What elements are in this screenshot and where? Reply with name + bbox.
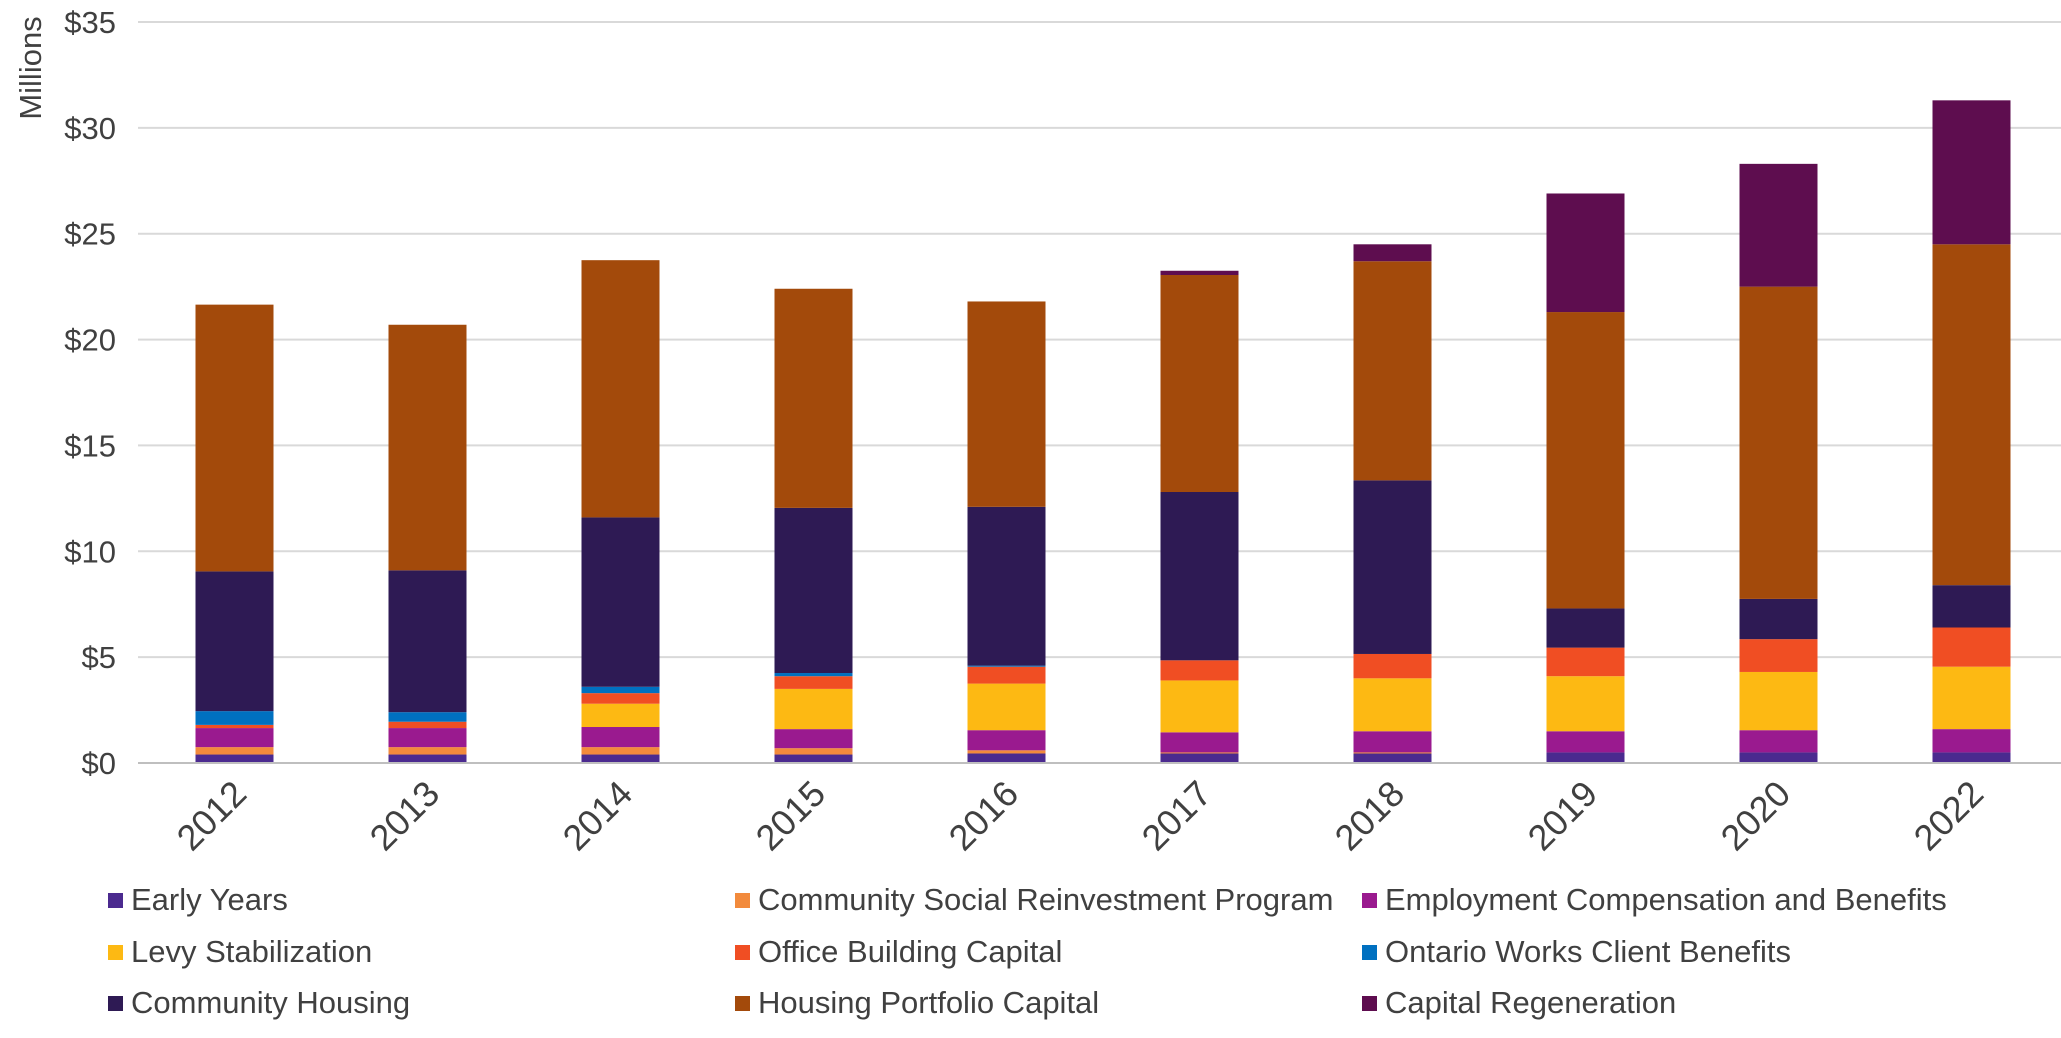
bar-segment bbox=[774, 288, 853, 508]
bar-segment bbox=[967, 506, 1046, 666]
bar-segment bbox=[1739, 639, 1818, 672]
bar-segment bbox=[774, 507, 853, 674]
bar-segment bbox=[1932, 666, 2011, 730]
bar-segment bbox=[1353, 753, 1432, 763]
x-tick-label: 2019 bbox=[1520, 773, 1606, 859]
x-axis-ticks: 2012 2013 2014 2015 2016 2017 2018 2019 2020 2022 bbox=[169, 773, 1992, 859]
bar-segment bbox=[967, 683, 1046, 731]
bar-segment bbox=[1353, 653, 1432, 679]
bar-segment bbox=[967, 750, 1046, 754]
bar-segment bbox=[388, 747, 467, 755]
bar-segment bbox=[1353, 244, 1432, 262]
bar-segment bbox=[195, 724, 274, 729]
bar-segment bbox=[581, 754, 660, 763]
bar-segment bbox=[1160, 274, 1239, 493]
bar-segment bbox=[195, 728, 274, 748]
bar-segment bbox=[1546, 676, 1625, 732]
bar-segment bbox=[388, 712, 467, 722]
bar-segment bbox=[1739, 286, 1818, 599]
bar-segment bbox=[1739, 671, 1818, 731]
bar-segment bbox=[1739, 730, 1818, 753]
bar-segment bbox=[195, 754, 274, 763]
bar-segment bbox=[388, 324, 467, 571]
bar-segment bbox=[581, 260, 660, 518]
x-tick-label: 2012 bbox=[169, 773, 255, 859]
y-tick-label: $30 bbox=[64, 111, 116, 146]
bar-segment bbox=[1932, 729, 2011, 753]
bar-segment bbox=[1546, 608, 1625, 648]
y-tick-label: $35 bbox=[64, 5, 116, 40]
bar-segment bbox=[1739, 163, 1818, 287]
x-tick-label: 2016 bbox=[941, 773, 1027, 859]
y-tick-label: $15 bbox=[64, 428, 116, 463]
bar-segment bbox=[388, 728, 467, 748]
bar-segment bbox=[195, 711, 274, 725]
bar-segment bbox=[1739, 752, 1818, 763]
bar-segment bbox=[581, 693, 660, 704]
bar-segment bbox=[967, 730, 1046, 751]
y-tick-label: $25 bbox=[64, 217, 116, 252]
bar-segment bbox=[1353, 752, 1432, 754]
bar-segment bbox=[774, 676, 853, 689]
bar-segment bbox=[774, 673, 853, 677]
bar-segment bbox=[1160, 753, 1239, 763]
x-tick-label: 2018 bbox=[1327, 773, 1413, 859]
bar-segment bbox=[1932, 100, 2011, 245]
y-tick-label: $5 bbox=[82, 640, 116, 675]
bar-segment bbox=[388, 570, 467, 713]
bar-segment bbox=[1160, 752, 1239, 754]
bar-segment bbox=[388, 754, 467, 763]
bar-segment bbox=[967, 666, 1046, 684]
bar-segment bbox=[967, 301, 1046, 507]
bar-segment bbox=[1739, 598, 1818, 640]
bar-segment bbox=[1546, 193, 1625, 313]
bar-segment bbox=[581, 703, 660, 728]
bar-segment bbox=[1353, 261, 1432, 481]
bar-segment bbox=[581, 727, 660, 748]
bar-segment bbox=[1546, 752, 1625, 763]
bar-segment bbox=[967, 753, 1046, 763]
y-tick-label: $10 bbox=[64, 534, 116, 569]
bars bbox=[195, 100, 2011, 763]
bar-segment bbox=[581, 517, 660, 687]
bar-segment bbox=[195, 747, 274, 755]
bar-segment bbox=[774, 729, 853, 749]
y-tick-label: $0 bbox=[82, 746, 116, 781]
bar-segment bbox=[1932, 585, 2011, 628]
bar-segment bbox=[1353, 480, 1432, 654]
bar-segment bbox=[581, 686, 660, 694]
bar-segment bbox=[1546, 647, 1625, 677]
x-tick-label: 2015 bbox=[748, 773, 834, 859]
bar-segment bbox=[1160, 270, 1239, 275]
bar-segment bbox=[1353, 678, 1432, 732]
bar-segment bbox=[1932, 244, 2011, 586]
x-tick-label: 2017 bbox=[1134, 773, 1220, 859]
x-tick-label: 2014 bbox=[555, 773, 641, 859]
bar-segment bbox=[1160, 660, 1239, 681]
y-axis-ticks: $0 $5 $10 $15 $20 $25 $30 $35 bbox=[64, 5, 116, 781]
bar-segment bbox=[1160, 680, 1239, 733]
bar-segment bbox=[1160, 492, 1239, 661]
bar-segment bbox=[774, 688, 853, 730]
x-tick-label: 2013 bbox=[362, 773, 448, 859]
bar-segment bbox=[967, 665, 1046, 667]
bar-segment bbox=[1546, 731, 1625, 753]
bar-segment bbox=[195, 571, 274, 712]
bar-segment bbox=[1932, 627, 2011, 667]
x-tick-label: 2022 bbox=[1906, 773, 1992, 859]
bar-segment bbox=[1932, 752, 2011, 763]
bar-segment bbox=[1160, 732, 1239, 753]
bar-segment bbox=[1353, 731, 1432, 753]
y-axis-label: Millions bbox=[13, 16, 48, 119]
y-tick-label: $20 bbox=[64, 323, 116, 358]
bar-segment bbox=[581, 747, 660, 755]
bar-segment bbox=[1546, 312, 1625, 609]
bar-segment bbox=[774, 754, 853, 763]
bar-segment bbox=[774, 748, 853, 755]
bar-segment bbox=[195, 304, 274, 572]
bar-segment bbox=[388, 721, 467, 729]
x-tick-label: 2020 bbox=[1713, 773, 1799, 859]
